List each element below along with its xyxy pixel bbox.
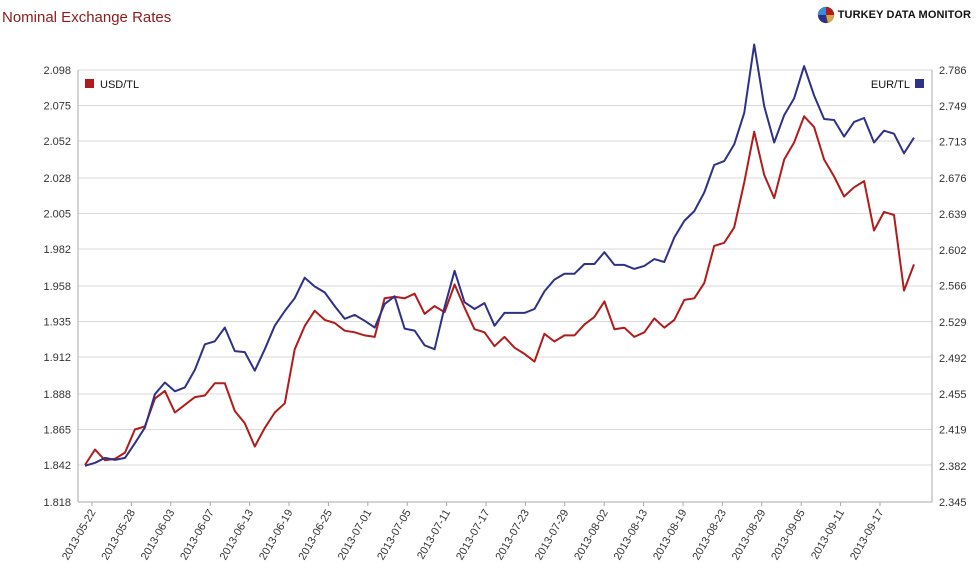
x-axis: 2013-05-22 2013-05-28 2013-06-03 2013-06-07… — [60, 502, 887, 562]
series-line-eur-tl — [84, 43, 915, 467]
y-left-tick-label: 1.818 — [43, 497, 71, 509]
x-tick-label: 2013-05-28 — [99, 508, 138, 563]
legend-eur-label: EUR/TL — [871, 79, 910, 91]
y-right-tick-label: 2.713 — [939, 137, 967, 149]
y-left-tick-label: 2.052 — [43, 136, 71, 148]
x-tick-label: 2013-06-25 — [296, 508, 335, 563]
legend-usd: USD/TL — [85, 79, 139, 91]
x-tick-label: 2013-09-05 — [769, 508, 808, 563]
right-y-axis: 2.345 2.382 2.419 2.455 2.492 2.529 2.566 2.602… — [939, 65, 967, 509]
x-tick-label: 2013-07-01 — [336, 508, 375, 563]
legend-usd-swatch — [85, 79, 94, 88]
y-right-tick-label: 2.749 — [939, 101, 967, 113]
x-tick-label: 2013-06-03 — [139, 508, 178, 563]
y-right-tick-label: 2.786 — [939, 65, 967, 77]
grid-lines — [77, 69, 933, 503]
y-right-tick-label: 2.455 — [939, 389, 967, 401]
y-left-tick-label: 1.935 — [43, 316, 71, 328]
x-tick-label: 2013-08-23 — [690, 508, 729, 563]
y-right-tick-label: 2.676 — [939, 173, 967, 185]
y-left-tick-label: 2.028 — [43, 173, 71, 185]
y-right-tick-label: 2.639 — [939, 209, 967, 221]
x-tick-label: 2013-09-11 — [809, 508, 847, 562]
y-left-tick-label: 1.912 — [43, 352, 71, 364]
y-right-tick-label: 2.345 — [939, 497, 967, 509]
x-tick-label: 2013-07-23 — [493, 508, 532, 563]
y-right-tick-label: 2.566 — [939, 281, 967, 293]
series-lines — [84, 43, 915, 467]
y-right-tick-label: 2.382 — [939, 461, 967, 473]
x-tick-label: 2013-07-11 — [415, 508, 453, 562]
y-left-tick-label: 1.842 — [43, 460, 71, 472]
x-tick-label: 2013-08-02 — [572, 508, 611, 563]
legend-eur: EUR/TL — [871, 79, 924, 91]
brand-logo: TURKEY DATA MONITOR — [817, 6, 971, 24]
x-tick-label: 2013-06-19 — [257, 508, 296, 563]
x-tick-label: 2013-09-17 — [848, 508, 887, 563]
legend-usd-label: USD/TL — [100, 79, 139, 91]
x-tick-label: 2013-06-13 — [218, 508, 257, 563]
x-tick-label: 2013-07-29 — [533, 508, 572, 563]
x-tick-label: 2013-07-05 — [375, 508, 414, 563]
legend-eur-swatch — [915, 79, 924, 88]
x-tick-label: 2013-08-19 — [651, 508, 690, 563]
series-line-usd-tl — [84, 115, 915, 466]
y-left-tick-label: 1.865 — [43, 424, 71, 436]
y-left-tick-label: 2.075 — [43, 100, 71, 112]
y-right-tick-label: 2.602 — [939, 245, 967, 257]
x-tick-label: 2013-06-07 — [178, 508, 217, 563]
x-tick-label: 2013-08-13 — [612, 508, 651, 563]
y-left-tick-label: 1.958 — [43, 281, 71, 293]
x-tick-label: 2013-08-29 — [730, 508, 769, 563]
y-left-tick-label: 2.005 — [43, 208, 71, 220]
y-left-tick-label: 1.982 — [43, 244, 71, 256]
x-tick-label: 2013-05-22 — [60, 508, 99, 563]
left-y-axis: 1.818 1.842 1.865 1.888 1.912 1.935 1.958 1.982… — [43, 65, 71, 509]
y-right-tick-label: 2.492 — [939, 353, 967, 365]
y-right-tick-label: 2.529 — [939, 317, 967, 329]
y-left-tick-label: 2.098 — [43, 65, 71, 77]
brand-name: TURKEY DATA MONITOR — [837, 9, 971, 21]
pie-logo-icon — [817, 6, 834, 24]
y-left-tick-label: 1.888 — [43, 389, 71, 401]
y-right-tick-label: 2.419 — [939, 425, 967, 437]
chart-title: Nominal Exchange Rates — [2, 9, 172, 26]
x-tick-label: 2013-07-17 — [454, 508, 493, 563]
